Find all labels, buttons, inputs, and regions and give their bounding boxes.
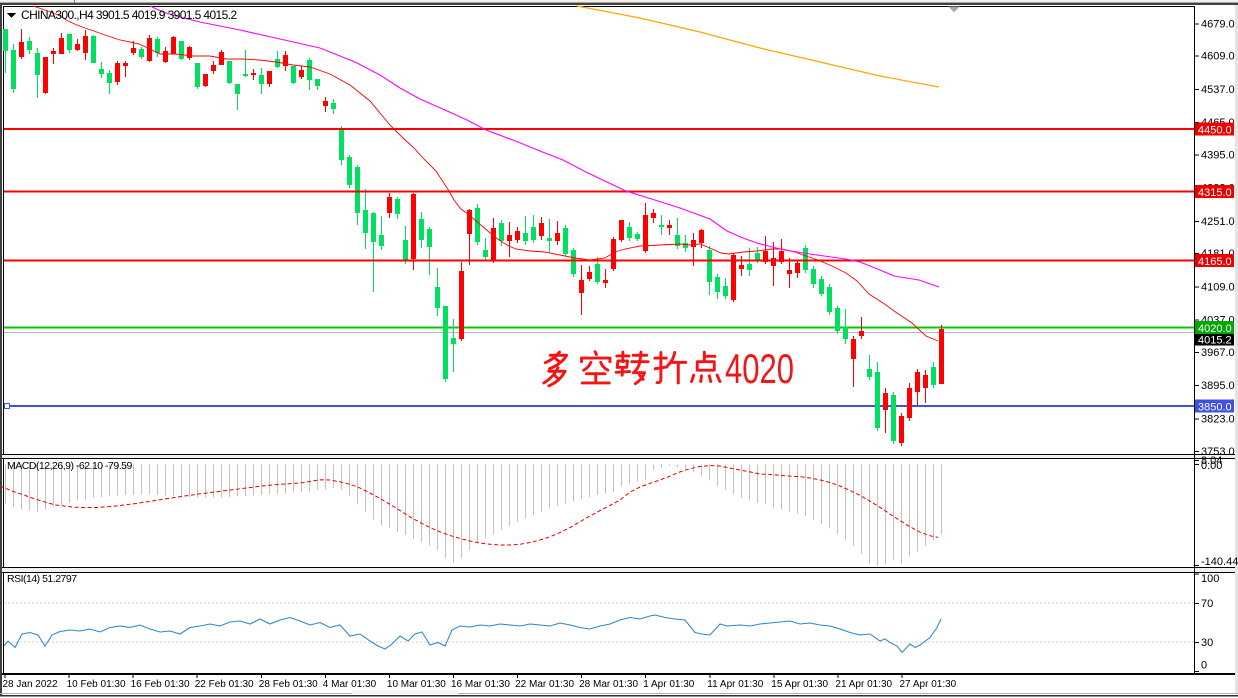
svg-text:16 Mar 01:30: 16 Mar 01:30	[451, 679, 510, 690]
svg-text:1 Apr 01:30: 1 Apr 01:30	[643, 679, 695, 690]
svg-text:MACD(12,26,9) -62.10 -79.59: MACD(12,26,9) -62.10 -79.59	[7, 460, 132, 472]
svg-text:21 Apr 01:30: 21 Apr 01:30	[835, 679, 892, 690]
svg-text:4537.0: 4537.0	[1201, 84, 1235, 96]
svg-text:10 Feb 01:30: 10 Feb 01:30	[67, 679, 126, 690]
svg-text:27 Apr 01:30: 27 Apr 01:30	[900, 679, 957, 690]
svg-text:3895.0: 3895.0	[1201, 380, 1235, 392]
svg-text:22 Feb 01:30: 22 Feb 01:30	[195, 679, 254, 690]
svg-text:70: 70	[1201, 598, 1213, 610]
svg-text:4609.0: 4609.0	[1201, 51, 1235, 63]
svg-text:3850.0: 3850.0	[1198, 402, 1232, 414]
svg-text:4315.0: 4315.0	[1198, 187, 1232, 199]
svg-text:RSI(14) 51.2797: RSI(14) 51.2797	[7, 573, 77, 585]
svg-text:4015.2: 4015.2	[1198, 335, 1232, 347]
svg-text:28 Jan 2022: 28 Jan 2022	[3, 679, 58, 690]
svg-text:10 Mar 01:30: 10 Mar 01:30	[387, 679, 446, 690]
svg-text:3823.0: 3823.0	[1201, 414, 1235, 426]
svg-text:4450.0: 4450.0	[1198, 125, 1232, 137]
svg-text:4395.0: 4395.0	[1201, 149, 1235, 161]
svg-text:28 Feb 01:30: 28 Feb 01:30	[259, 679, 318, 690]
svg-text:4020.0: 4020.0	[1198, 323, 1232, 335]
svg-text:3967.0: 3967.0	[1201, 347, 1235, 359]
svg-text:-140.44: -140.44	[1201, 556, 1238, 568]
svg-text:3753.0: 3753.0	[1201, 446, 1235, 458]
svg-text:4251.0: 4251.0	[1201, 216, 1235, 228]
svg-text:22 Mar 01:30: 22 Mar 01:30	[515, 679, 574, 690]
svg-text:11 Apr 01:30: 11 Apr 01:30	[707, 679, 763, 690]
svg-text:15 Apr 01:30: 15 Apr 01:30	[771, 679, 828, 690]
svg-text:0.00: 0.00	[1201, 460, 1222, 472]
svg-text:100: 100	[1201, 573, 1219, 585]
svg-text:0: 0	[1201, 660, 1207, 672]
svg-text:16 Feb 01:30: 16 Feb 01:30	[131, 679, 190, 690]
svg-text:4679.0: 4679.0	[1201, 18, 1235, 30]
svg-text:4020: 4020	[725, 345, 794, 392]
svg-text:4165.0: 4165.0	[1198, 256, 1232, 268]
svg-text:4109.0: 4109.0	[1201, 281, 1235, 293]
svg-text:28 Mar 01:30: 28 Mar 01:30	[579, 679, 638, 690]
svg-text:CHINA300.,H4 3901.5 4019.9 39: CHINA300.,H4 3901.5 4019.9 3901.5 4015.2	[21, 8, 237, 22]
svg-text:8.04: 8.04	[1201, 455, 1222, 467]
svg-text:4 Mar 01:30: 4 Mar 01:30	[323, 679, 377, 690]
svg-text:30: 30	[1201, 637, 1213, 649]
